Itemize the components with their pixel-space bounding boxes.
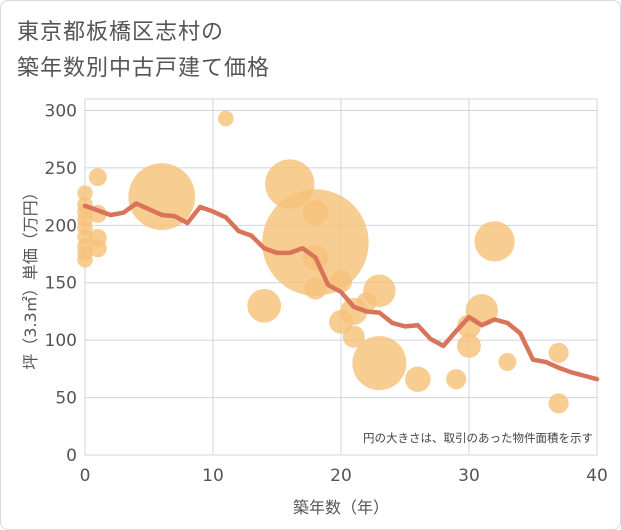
y-tick-label-0: 0 (66, 446, 77, 466)
bubble-point-0 (77, 185, 93, 201)
bubble-size-note: 円の大きさは、取引のあった物件面積を示す (363, 431, 593, 445)
bubble-point-13 (128, 163, 196, 230)
y-tick-label-150: 150 (45, 274, 77, 294)
chart-title-line-2: 築年数別中古戸建て価格 (17, 56, 271, 81)
bubble-point-27 (352, 336, 407, 391)
x-tick-label-30: 30 (458, 466, 480, 486)
bubble-point-8 (77, 251, 93, 268)
x-axis-ticks: 0 10 20 30 40 (80, 466, 608, 486)
bubble-point-29 (446, 369, 467, 390)
average-line-series (82, 201, 600, 382)
bubble-point-22 (329, 309, 353, 334)
x-axis-label: 築年数（年） (293, 498, 389, 517)
bubble-point-33 (474, 221, 515, 262)
x-tick-label-40: 40 (586, 466, 608, 486)
bubble-point-16 (265, 159, 315, 209)
chart-title: 東京都板橋区志村の 築年数別中古戸建て価格 (17, 15, 270, 87)
x-tick-label-10: 10 (202, 466, 224, 486)
average-price-line-0 (82, 201, 600, 382)
y-axis-label: 坪（3.3㎡）単価（万円） (21, 184, 40, 369)
y-tick-label-100: 100 (45, 331, 77, 351)
y-axis-ticks: 0 50 100 150 200 250 300 (45, 101, 77, 466)
x-tick-label-0: 0 (80, 466, 91, 486)
bubble-point-18 (302, 199, 329, 226)
bubble-point-15 (247, 288, 282, 323)
chart-title-line-1: 東京都板橋区志村の (17, 20, 225, 45)
bubble-point-28 (405, 366, 431, 392)
bubble-series (77, 110, 569, 414)
bubble-point-31 (457, 333, 481, 358)
bubble-point-35 (548, 342, 569, 363)
bubble-point-20 (304, 277, 327, 300)
y-tick-label-300: 300 (45, 101, 77, 121)
bubble-point-9 (88, 168, 107, 187)
y-tick-label-200: 200 (45, 216, 77, 236)
y-tick-label-50: 50 (55, 389, 77, 409)
bubble-point-36 (548, 393, 569, 414)
y-tick-label-250: 250 (45, 159, 77, 179)
bubble-point-14 (218, 110, 234, 127)
bubble-point-24 (342, 325, 365, 348)
bubble-point-12 (88, 239, 107, 258)
bubble-point-34 (498, 352, 517, 371)
bubble-point-17 (262, 189, 369, 296)
x-tick-label-20: 20 (330, 466, 352, 486)
